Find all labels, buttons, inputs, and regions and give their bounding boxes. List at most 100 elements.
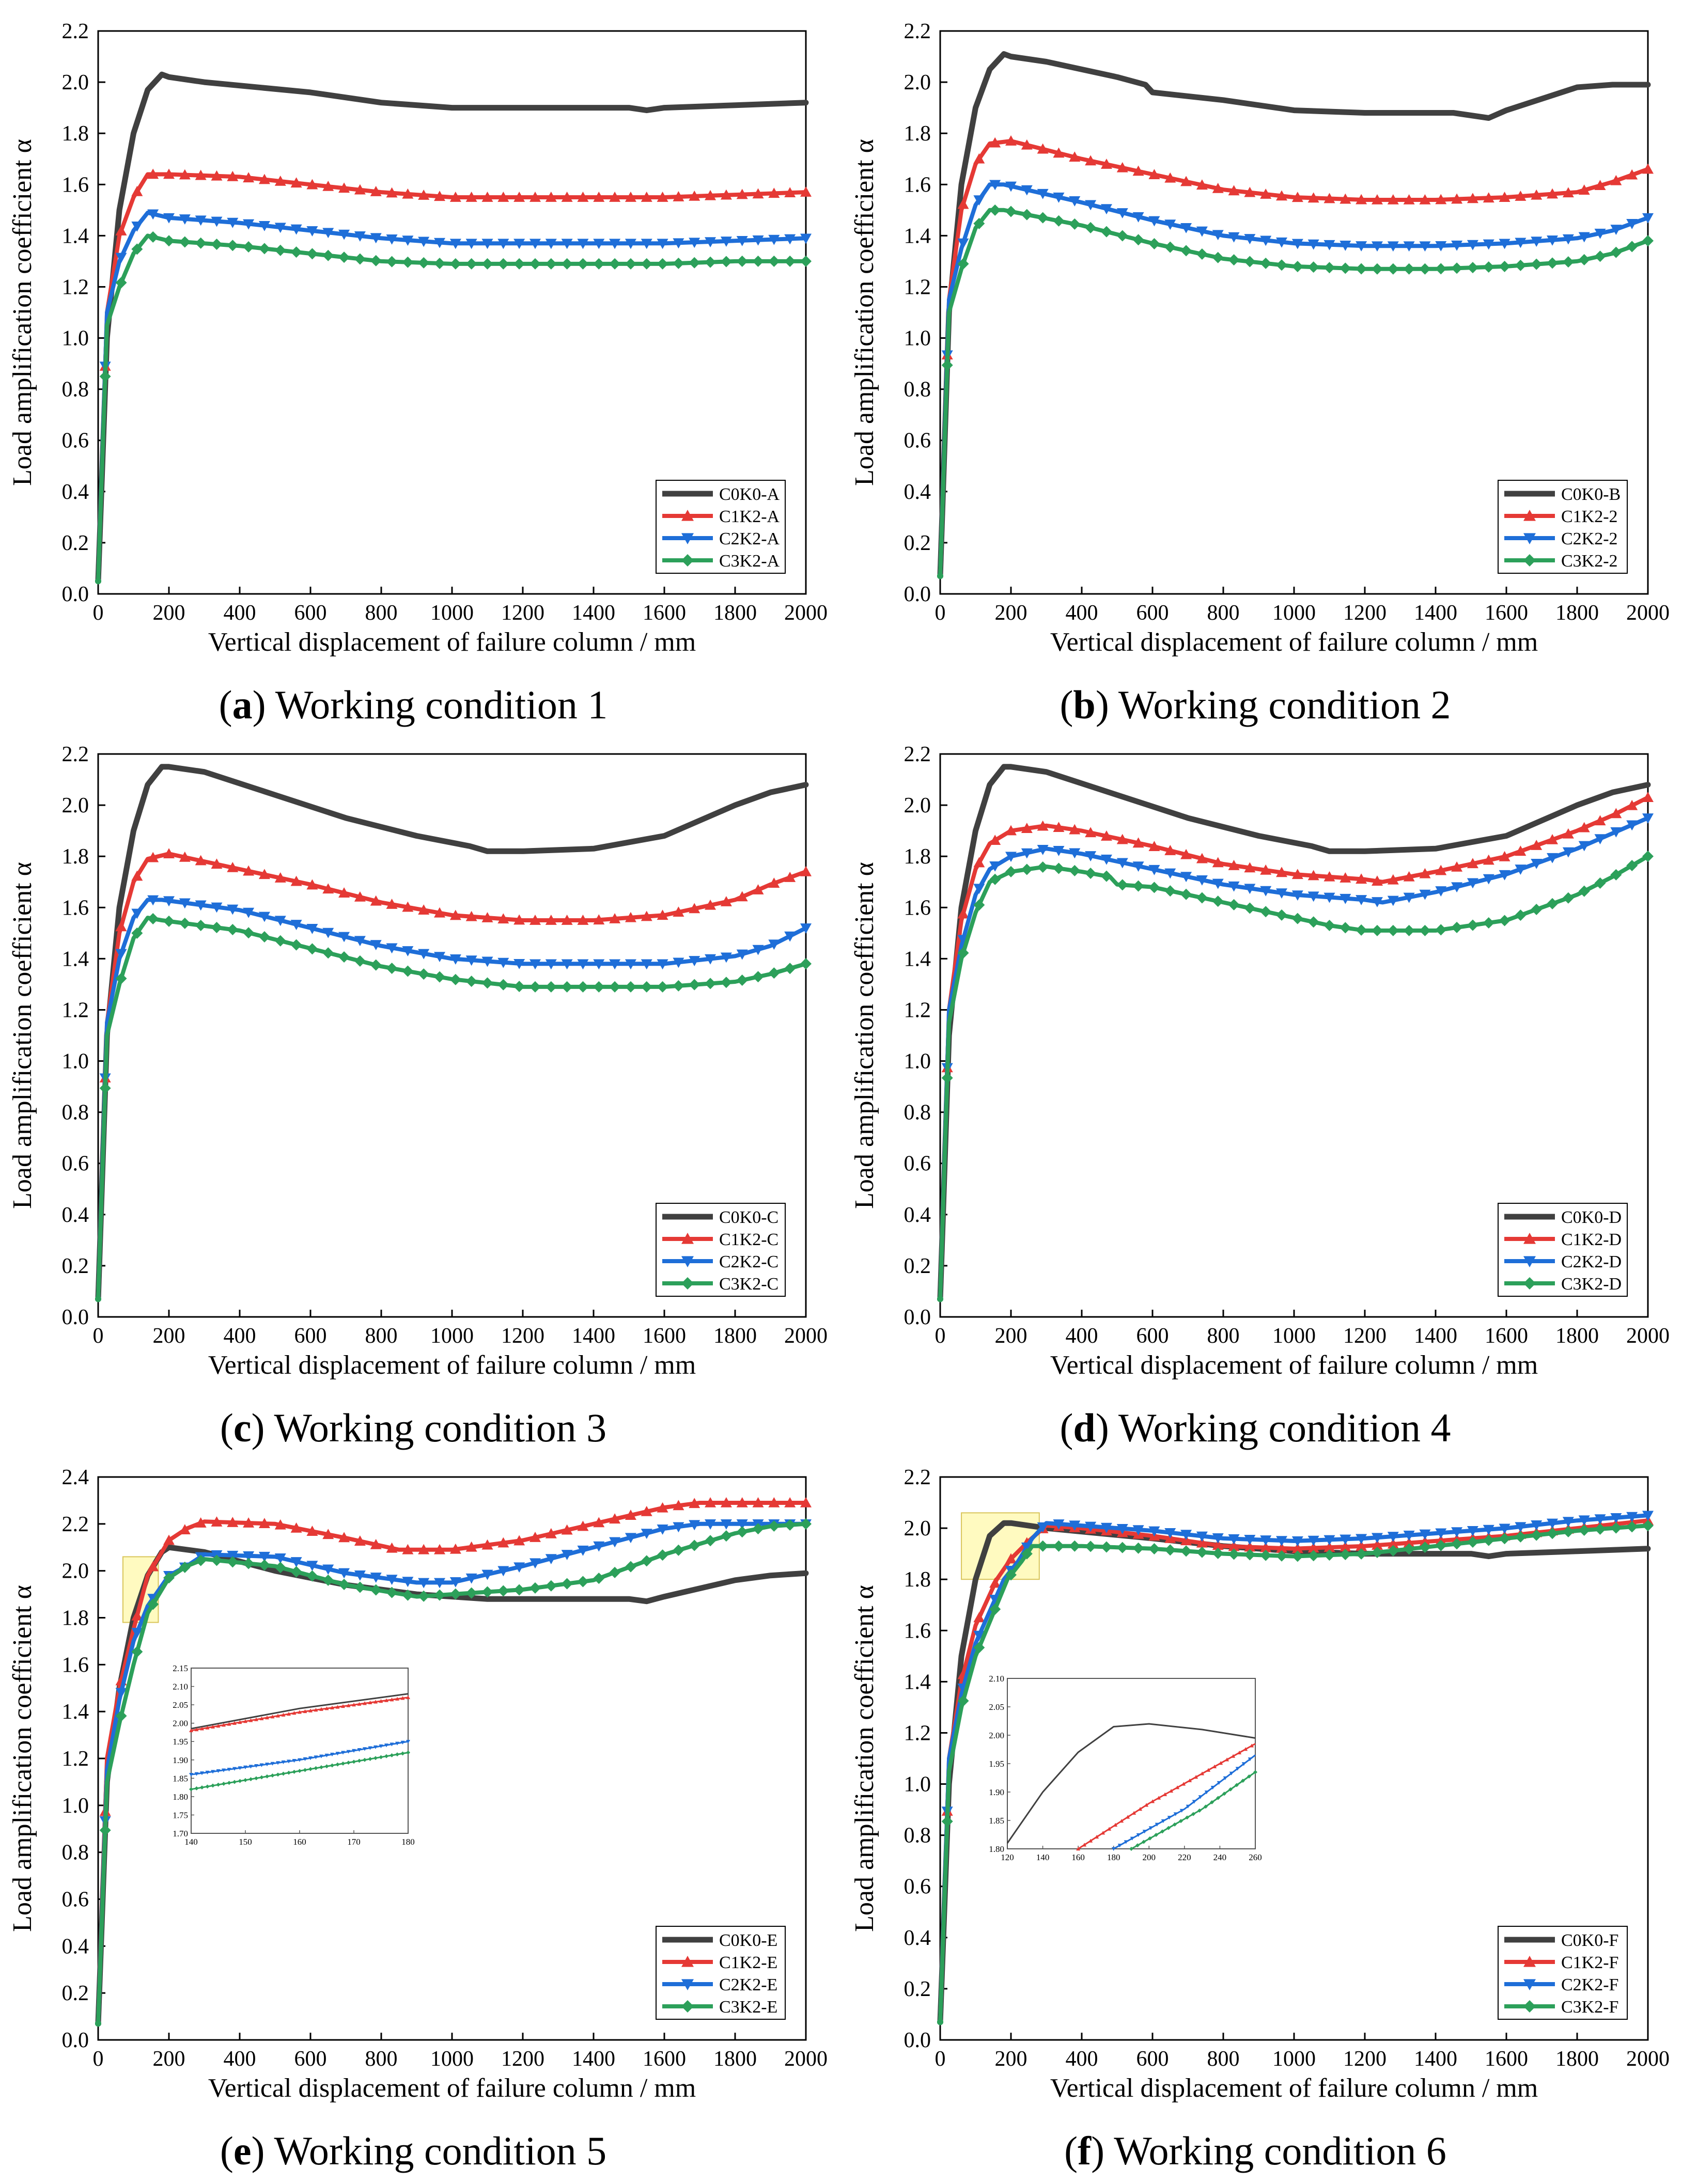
- inset-point-C3K2-F: [1173, 1822, 1177, 1827]
- data-point-C3K2-2: [957, 258, 969, 270]
- inset-point-C2K2-F: [1142, 1830, 1147, 1834]
- x-tick-label: 1600: [1485, 601, 1528, 625]
- data-point-C2K2-2: [1053, 192, 1065, 203]
- data-point-C3K2-F: [1116, 1542, 1128, 1553]
- data-point-C1K2-E: [529, 1532, 541, 1542]
- inset-point-C3K2-E: [232, 1780, 237, 1784]
- data-point-C1K2-A: [434, 191, 446, 201]
- x-tick-label: 800: [1207, 2047, 1240, 2071]
- y-tick-label: 1.0: [904, 1773, 931, 1797]
- data-point-C2K2-E: [243, 1551, 255, 1562]
- series-C3K2-F: [937, 1520, 1654, 2025]
- y-tick-label: 0.4: [904, 1926, 931, 1950]
- data-point-C2K2-A: [195, 215, 207, 226]
- inset-point-C3K2-F: [1235, 1783, 1239, 1787]
- y-tick-label: 0.8: [62, 1841, 89, 1865]
- y-tick-label: 1.8: [904, 122, 931, 146]
- data-point-C3K2-2: [1021, 209, 1033, 221]
- inset-point-C3K2-E: [205, 1784, 210, 1789]
- data-point-C3K2-A: [115, 277, 127, 289]
- data-point-C3K2-A: [434, 257, 446, 269]
- data-point-C2K2-A: [625, 239, 636, 249]
- y-tick-label: 0.4: [62, 480, 89, 504]
- data-point-C2K2-C: [115, 949, 127, 960]
- inset-point-C1K2-E: [357, 1702, 362, 1706]
- inset-point-C1K2-E: [248, 1718, 253, 1722]
- x-tick-label: 1800: [1555, 601, 1599, 625]
- inset-point-C1K2-F: [1144, 1803, 1149, 1807]
- data-point-C2K2-A: [705, 237, 717, 248]
- inset-point-C2K2-E: [335, 1752, 340, 1756]
- data-point-C3K2-C: [752, 971, 764, 983]
- data-point-C2K2-E: [449, 1577, 461, 1588]
- data-point-C1K2-2: [1547, 188, 1559, 199]
- inset-point-C1K2-F: [1219, 1761, 1223, 1765]
- y-tick-label: 1.6: [904, 896, 931, 920]
- data-point-C3K2-F: [1244, 1549, 1256, 1561]
- data-point-C1K2-C: [274, 872, 286, 883]
- y-tick-label: 0.8: [904, 378, 931, 402]
- data-point-C3K2-D: [1148, 882, 1160, 893]
- inset-y-tick-label: 2.00: [989, 1731, 1004, 1740]
- inset-y-tick-label: 2.05: [173, 1700, 188, 1710]
- data-point-C2K2-D: [1626, 820, 1638, 831]
- y-tick-label: 0.4: [904, 1203, 931, 1227]
- data-point-C3K2-D: [1578, 885, 1590, 897]
- y-tick-label: 0.6: [62, 1888, 89, 1912]
- data-point-C1K2-A: [163, 168, 175, 179]
- x-tick-label: 1000: [1272, 601, 1316, 625]
- data-point-C1K2-2: [1037, 143, 1049, 154]
- data-point-C2K2-F: [1228, 1534, 1240, 1545]
- data-point-C1K2-F: [989, 1577, 1001, 1588]
- x-tick-label: 2000: [1626, 601, 1670, 625]
- data-point-C3K2-2: [1547, 257, 1559, 269]
- data-point-C1K2-A: [497, 192, 509, 202]
- data-point-C3K2-D: [1547, 898, 1559, 909]
- data-point-C2K2-F: [1547, 1518, 1559, 1529]
- data-point-C1K2-D: [1196, 853, 1208, 863]
- data-point-C1K2-A: [211, 170, 223, 181]
- inset-point-C1K2-E: [395, 1696, 399, 1701]
- data-point-C1K2-E: [322, 1529, 334, 1539]
- data-point-C3K2-D: [1212, 895, 1224, 907]
- data-point-C3K2-D: [957, 947, 969, 959]
- data-point-C1K2-E: [768, 1497, 780, 1507]
- data-point-C2K2-2: [1260, 235, 1272, 246]
- inset-point-C2K2-E: [232, 1767, 237, 1771]
- data-point-C1K2-E: [147, 1561, 159, 1572]
- caption-f: (f) Working condition 6: [1064, 2128, 1446, 2173]
- data-point-C3K2-C: [195, 919, 207, 931]
- y-tick-label: 1.4: [904, 1670, 931, 1694]
- data-point-C2K2-A: [768, 234, 780, 245]
- data-point-C1K2-2: [1148, 169, 1160, 179]
- inset-point-C2K2-E: [189, 1773, 193, 1777]
- data-point-C3K2-D: [1435, 924, 1447, 936]
- y-tick-label: 1.2: [62, 1747, 89, 1771]
- inset-point-C3K2-E: [216, 1782, 221, 1787]
- inset-point-C1K2-E: [308, 1708, 313, 1712]
- inset-point-C3K2-E: [254, 1776, 258, 1781]
- x-tick-label: 1400: [1414, 2047, 1457, 2071]
- data-point-C1K2-2: [1228, 185, 1240, 196]
- data-point-C3K2-A: [641, 258, 652, 270]
- inset-point-C1K2-F: [1132, 1811, 1136, 1815]
- legend-marker: [1523, 554, 1536, 567]
- data-point-C1K2-C: [625, 912, 636, 922]
- inset-point-C3K2-E: [406, 1750, 410, 1755]
- inset-point-C1K2-F: [1082, 1843, 1087, 1847]
- data-point-C2K2-2: [1323, 240, 1335, 250]
- data-point-C1K2-A: [784, 187, 796, 198]
- inset-point-C1K2-E: [298, 1710, 302, 1714]
- data-point-C2K2-F: [1515, 1522, 1527, 1533]
- legend-marker: [681, 1233, 694, 1244]
- data-point-C3K2-A: [736, 255, 748, 267]
- x-tick-label: 1200: [1343, 2047, 1387, 2071]
- inset-point-C1K2-E: [189, 1728, 193, 1733]
- data-point-C1K2-A: [545, 192, 557, 202]
- data-point-C3K2-C: [354, 955, 366, 967]
- data-point-C2K2-A: [800, 233, 812, 244]
- data-point-C1K2-A: [227, 170, 239, 181]
- data-point-C3K2-E: [673, 1544, 684, 1556]
- x-tick-label: 1600: [643, 2047, 686, 2071]
- data-point-C3K2-D: [1100, 870, 1112, 882]
